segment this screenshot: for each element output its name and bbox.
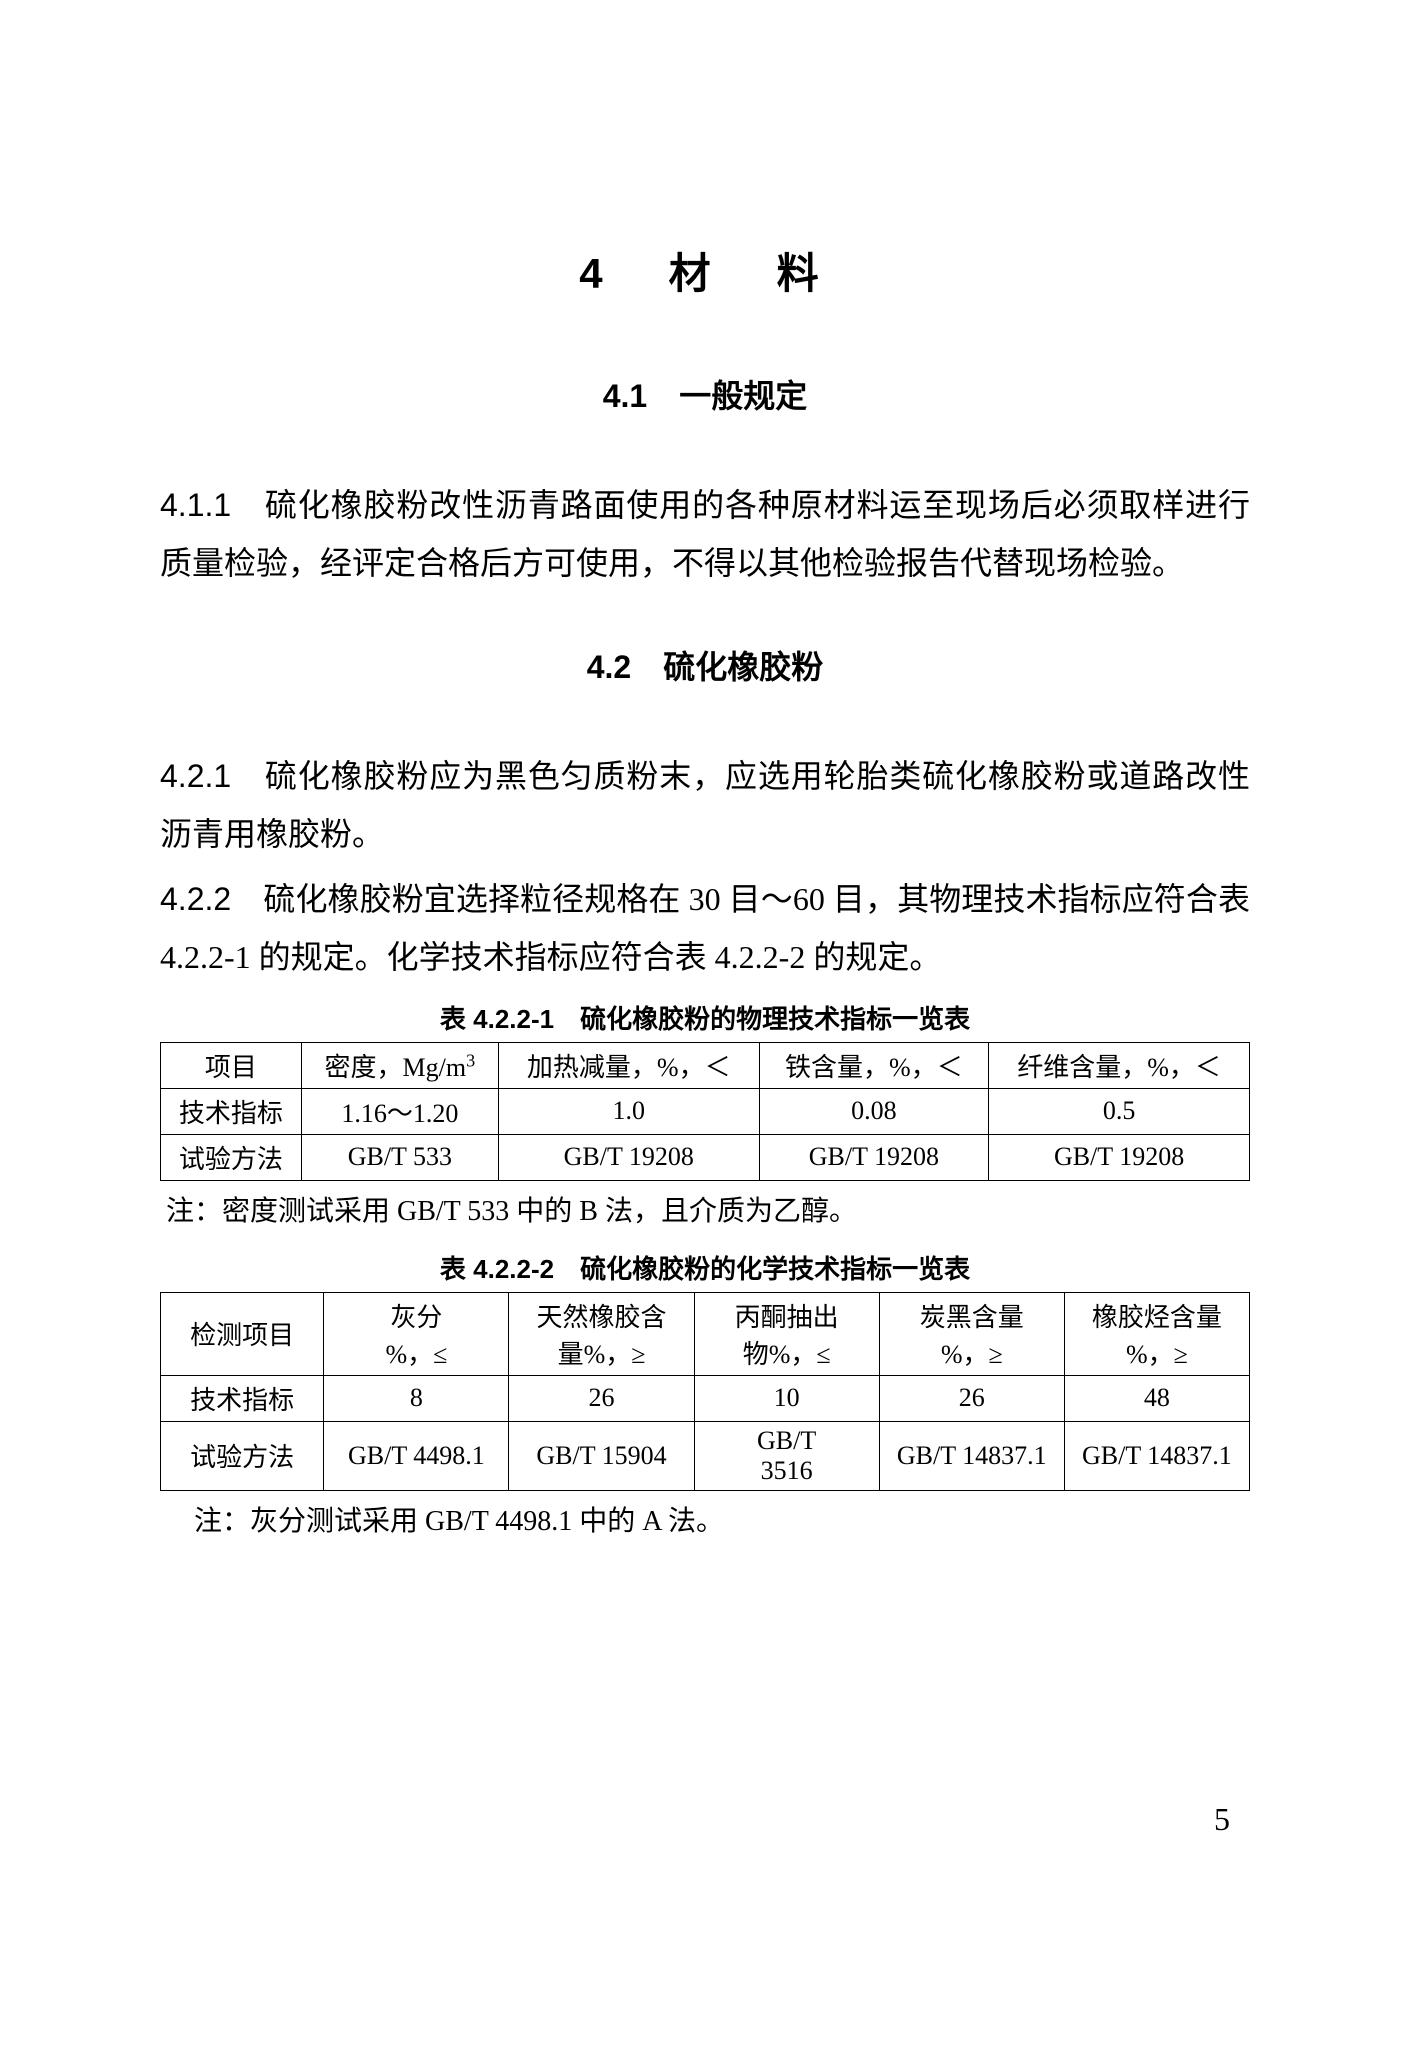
table-row: 项目 密度，Mg/m3 加热减量，%，＜ 铁含量，%，＜ 纤维含量，%，＜ [161,1042,1250,1088]
header-text: 检测项目 [167,1315,317,1352]
table-header: 检测项目 [161,1292,324,1375]
table-cell: 0.5 [989,1088,1250,1134]
table-cell: 技术指标 [161,1088,302,1134]
table-header: 天然橡胶含 量%，≥ [509,1292,694,1375]
chapter-number: 4 [579,250,614,297]
table-cell: 试验方法 [161,1421,324,1490]
header-line: 灰分 [330,1297,502,1334]
header-line: 天然橡胶含 [515,1297,687,1334]
table-cell: 26 [509,1375,694,1421]
page-number: 5 [1214,1801,1230,1838]
table-cell: 8 [324,1375,509,1421]
paragraph-4-2-1: 4.2.1 硫化橡胶粉应为黑色匀质粉末，应选用轮胎类硫化橡胶粉或道路改性沥青用橡… [160,748,1250,863]
table-cell: GB/T 3516 [694,1421,879,1490]
table-cell: GB/T 19208 [759,1134,989,1180]
table-header: 项目 [161,1042,302,1088]
paragraph-text: 硫化橡胶粉宜选择粒径规格在 30 目～60 目，其物理技术指标应符合表 4.2.… [160,881,1250,975]
table-header: 铁含量，%，＜ [759,1042,989,1088]
table-cell: 技术指标 [161,1375,324,1421]
paragraph-text: 硫化橡胶粉应为黑色匀质粉末，应选用轮胎类硫化橡胶粉或道路改性沥青用橡胶粉。 [160,758,1250,852]
table-cell: GB/T 14837.1 [1064,1421,1249,1490]
header-line: 橡胶烃含量 [1071,1297,1243,1334]
cell-line: GB/T [701,1426,873,1456]
section-4-1-title: 4.1 一般规定 [160,371,1250,417]
table-2-note: 注：灰分测试采用 GB/T 4498.1 中的 A 法。 [160,1499,1250,1539]
header-line: %，≥ [1071,1334,1243,1371]
header-line: 炭黑含量 [886,1297,1058,1334]
table-2-title: 表 4.2.2-2 硫化橡胶粉的化学技术指标一览表 [160,1249,1250,1286]
table-row: 技术指标 1.16～1.20 1.0 0.08 0.5 [161,1088,1250,1134]
table-header: 丙酮抽出 物%，≤ [694,1292,879,1375]
table-1: 项目 密度，Mg/m3 加热减量，%，＜ 铁含量，%，＜ 纤维含量，%，＜ 技术… [160,1042,1250,1181]
table-header: 炭黑含量 %，≥ [879,1292,1064,1375]
paragraph-number: 4.1.1 [160,487,231,523]
chapter-title: 4 材 料 [160,240,1250,301]
table-2: 检测项目 灰分 %，≤ 天然橡胶含 量%，≥ 丙酮抽出 物%，≤ 炭黑含量 %，… [160,1292,1250,1491]
table-header: 灰分 %，≤ [324,1292,509,1375]
paragraph-text: 硫化橡胶粉改性沥青路面使用的各种原材料运至现场后必须取样进行质量检验，经评定合格… [160,487,1250,581]
table-cell: 48 [1064,1375,1249,1421]
header-line: %，≥ [886,1334,1058,1371]
table-row: 试验方法 GB/T 4498.1 GB/T 15904 GB/T 3516 GB… [161,1421,1250,1490]
header-text: 密度，Mg/m [325,1053,467,1082]
table-cell: 0.08 [759,1088,989,1134]
section-4-2-title: 4.2 硫化橡胶粉 [160,642,1250,688]
table-header: 加热减量，%，＜ [498,1042,759,1088]
table-cell: GB/T 4498.1 [324,1421,509,1490]
table-cell: GB/T 14837.1 [879,1421,1064,1490]
note-text: 注：灰分测试采用 GB/T 4498.1 中的 A 法。 [194,1506,724,1537]
section-title-text: 一般规定 [679,378,807,414]
table-header: 密度，Mg/m3 [301,1042,498,1088]
table-row: 试验方法 GB/T 533 GB/T 19208 GB/T 19208 GB/T… [161,1134,1250,1180]
section-title-text: 硫化橡胶粉 [663,649,823,685]
header-line: %，≤ [330,1334,502,1371]
table-cell: GB/T 15904 [509,1421,694,1490]
chapter-title-text: 材 料 [669,250,831,297]
table-cell: GB/T 19208 [989,1134,1250,1180]
table-row: 技术指标 8 26 10 26 48 [161,1375,1250,1421]
table-1-title: 表 4.2.2-1 硫化橡胶粉的物理技术指标一览表 [160,999,1250,1036]
paragraph-number: 4.2.2 [160,881,231,917]
table-cell: 10 [694,1375,879,1421]
header-line: 量%，≥ [515,1334,687,1371]
paragraph-4-2-2: 4.2.2 硫化橡胶粉宜选择粒径规格在 30 目～60 目，其物理技术指标应符合… [160,871,1250,986]
section-number: 4.2 [587,649,631,685]
paragraph-4-1-1: 4.1.1 硫化橡胶粉改性沥青路面使用的各种原材料运至现场后必须取样进行质量检验… [160,477,1250,592]
superscript: 3 [466,1050,475,1070]
cell-line: 3516 [701,1456,873,1486]
table-cell: 26 [879,1375,1064,1421]
table-cell: 1.0 [498,1088,759,1134]
header-line: 丙酮抽出 [701,1297,873,1334]
table-header: 橡胶烃含量 %，≥ [1064,1292,1249,1375]
paragraph-number: 4.2.1 [160,758,231,794]
header-line: 物%，≤ [701,1334,873,1371]
table-cell: 1.16～1.20 [301,1088,498,1134]
table-1-note: 注：密度测试采用 GB/T 533 中的 B 法，且介质为乙醇。 [160,1189,1250,1229]
section-number: 4.1 [603,378,647,414]
table-cell: 试验方法 [161,1134,302,1180]
table-cell: GB/T 19208 [498,1134,759,1180]
table-header: 纤维含量，%，＜ [989,1042,1250,1088]
table-cell: GB/T 533 [301,1134,498,1180]
table-row: 检测项目 灰分 %，≤ 天然橡胶含 量%，≥ 丙酮抽出 物%，≤ 炭黑含量 %，… [161,1292,1250,1375]
